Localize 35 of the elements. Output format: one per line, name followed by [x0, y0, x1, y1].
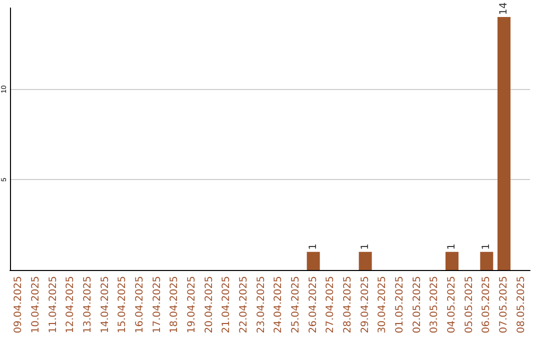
x-tick-label: 14.04.2025: [100, 276, 111, 334]
x-tick-label: 19.04.2025: [186, 276, 198, 334]
x-tick-label: 22.04.2025: [238, 276, 250, 334]
x-tick-label: 05.05.2025: [464, 276, 475, 334]
x-tick-label: 27.04.2025: [325, 276, 336, 334]
x-tick-label: 24.04.2025: [273, 276, 284, 334]
data-label: 1: [481, 244, 492, 250]
x-tick-label: 02.05.2025: [412, 276, 423, 334]
x-tick-label: 18.04.2025: [169, 276, 180, 334]
x-tick-label: 30.04.2025: [377, 276, 388, 334]
x-tick-label: 04.05.2025: [446, 276, 458, 334]
x-tick-label: 10.04.2025: [30, 276, 42, 334]
x-tick-label: 20.04.2025: [204, 276, 215, 334]
x-tick-label: 09.04.2025: [13, 276, 24, 334]
x-tick-label: 26.04.2025: [308, 276, 319, 334]
x-tick-label: 07.05.2025: [498, 276, 510, 334]
x-tick-label: 03.05.2025: [429, 276, 440, 334]
x-tick-label: 01.05.2025: [394, 276, 406, 334]
x-tick-label: 13.04.2025: [82, 276, 94, 334]
x-tick-label: 28.04.2025: [342, 276, 354, 334]
x-tick-label: 23.04.2025: [256, 276, 267, 334]
x-tick-label: 16.04.2025: [134, 276, 146, 334]
x-tick-label: 17.04.2025: [152, 276, 163, 334]
data-label: 1: [308, 244, 319, 250]
x-tick-label: 11.04.2025: [48, 276, 59, 334]
x-tick-label: 21.04.2025: [221, 276, 232, 334]
data-label: 1: [446, 244, 458, 250]
data-label: 14: [498, 2, 510, 16]
x-tick-label: 25.04.2025: [290, 276, 302, 334]
x-tick-label: 08.05.2025: [516, 276, 527, 334]
data-label: 1: [360, 244, 371, 250]
x-tick-label: 06.05.2025: [481, 276, 492, 334]
x-tick-label: 12.04.2025: [65, 276, 76, 334]
x-tick-label: 15.04.2025: [117, 276, 128, 334]
x-tick-label: 29.04.2025: [360, 276, 371, 334]
